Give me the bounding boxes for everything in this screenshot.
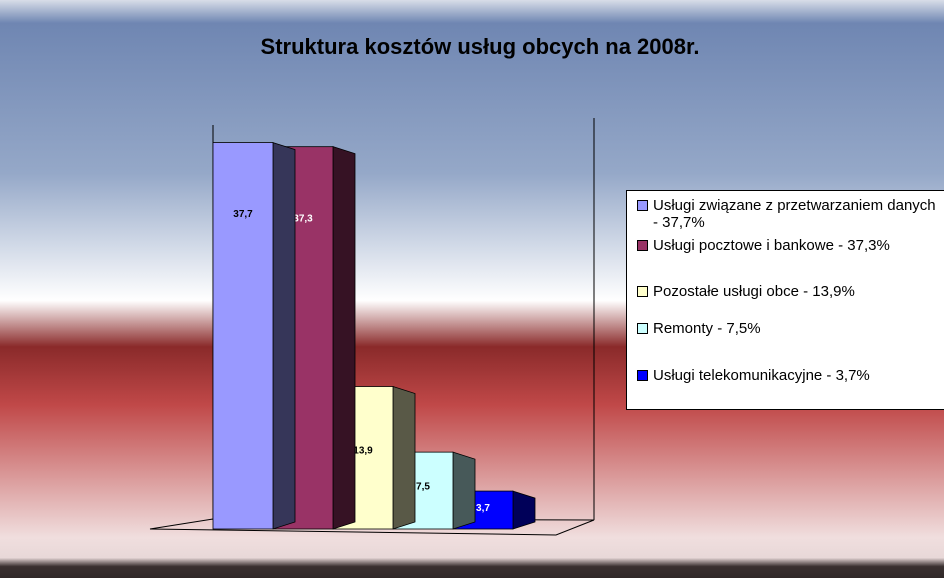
chart-title: Struktura kosztów usług obcych na 2008r. <box>261 34 700 59</box>
bar-side <box>512 490 536 530</box>
bar-side <box>392 385 416 530</box>
floor <box>149 518 595 536</box>
bar-side <box>272 142 296 530</box>
bars: 3,7 7,5 13,9 37,3 37,7 <box>212 142 536 530</box>
data-label: 3,7 <box>476 503 490 514</box>
legend-swatch <box>637 370 648 381</box>
bar <box>212 142 274 530</box>
legend-swatch <box>637 240 648 251</box>
legend-swatch <box>637 323 648 334</box>
bar-side <box>332 146 356 530</box>
legend-swatch <box>637 286 648 297</box>
legend-item: Usługi związane z przetwarzaniem danych … <box>637 197 942 231</box>
legend-item: Usługi pocztowe i bankowe - 37,3% <box>637 237 942 254</box>
legend-label: Pozostałe usługi obce - 13,9% <box>653 283 855 300</box>
data-label: 13,9 <box>353 445 373 456</box>
legend-label: Usługi pocztowe i bankowe - 37,3% <box>653 237 890 254</box>
legend-swatch <box>637 200 648 211</box>
bar-side <box>452 451 476 530</box>
data-label: 7,5 <box>416 481 430 492</box>
data-label: 37,3 <box>293 213 313 224</box>
legend: Usługi związane z przetwarzaniem danych … <box>626 190 944 410</box>
data-label: 37,7 <box>233 209 253 220</box>
legend-item: Usługi telekomunikacyjne - 3,7% <box>637 367 942 384</box>
legend-label: Usługi telekomunikacyjne - 3,7% <box>653 367 870 384</box>
legend-item: Remonty - 7,5% <box>637 320 942 337</box>
legend-item: Pozostałe usługi obce - 13,9% <box>637 283 942 300</box>
legend-label: Remonty - 7,5% <box>653 320 761 337</box>
legend-label: Usługi związane z przetwarzaniem danych … <box>653 197 936 231</box>
